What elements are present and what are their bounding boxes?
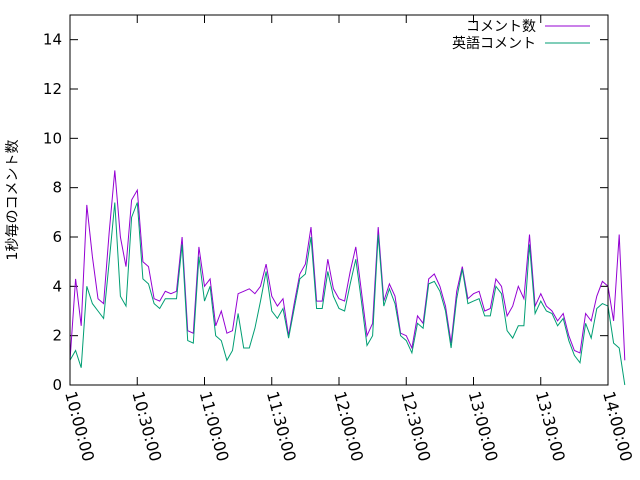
y-tick-label: 2	[52, 327, 62, 345]
y-axis-label: 1秒毎のコメント数	[5, 140, 21, 261]
plot-frame	[69, 14, 609, 386]
y-tick-label: 6	[52, 228, 62, 246]
legend-label-1: コメント数	[466, 19, 536, 35]
series-line-1	[69, 170, 626, 361]
y-tick-label: 8	[52, 179, 62, 197]
y-tick-label: 4	[52, 277, 62, 295]
y-axis: 0 2 4 6 8 10 12 14	[43, 31, 608, 394]
legend-label-2: 英語コメント	[452, 35, 536, 52]
y-tick-label: 14	[43, 31, 62, 49]
series-line-2	[69, 202, 626, 386]
y-tick-label: 12	[43, 80, 62, 98]
y-tick-label: 10	[43, 129, 62, 147]
series-layer	[69, 170, 626, 386]
y-tick-label: 0	[52, 376, 62, 394]
